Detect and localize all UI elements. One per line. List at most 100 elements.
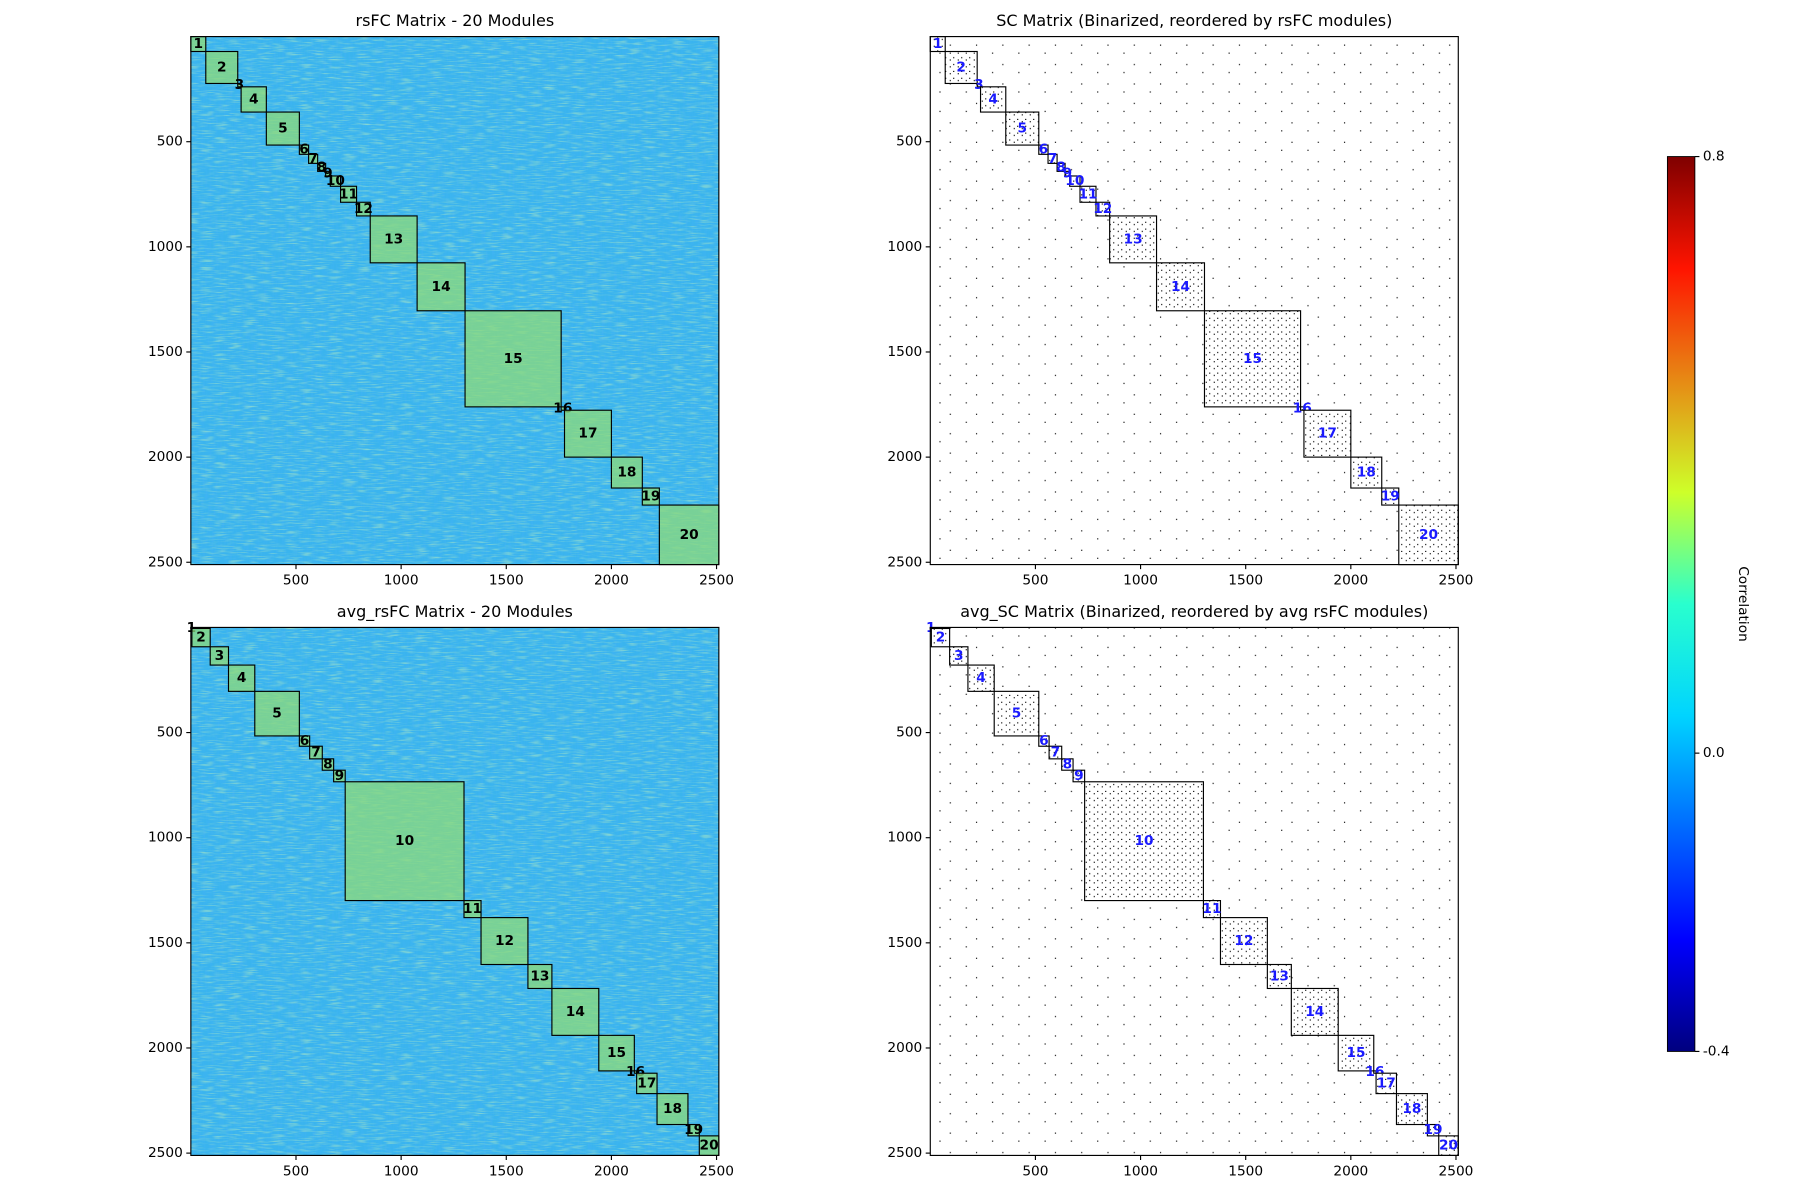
module-label: 3 xyxy=(215,648,225,664)
y-tick-label: 2000 xyxy=(148,1040,183,1056)
module-texture xyxy=(967,665,995,692)
module-label: 10 xyxy=(1134,833,1153,849)
module-label: 3 xyxy=(235,77,245,93)
module-label: 13 xyxy=(384,231,403,247)
module-block xyxy=(560,406,566,411)
module-label: 3 xyxy=(954,648,964,664)
module-label: 6 xyxy=(300,733,310,749)
module-label: 6 xyxy=(1039,733,1049,749)
module-block xyxy=(227,664,256,692)
y-tick-label: 1500 xyxy=(887,935,922,951)
chart-title: avg_rsFC Matrix - 20 Modules xyxy=(337,602,573,622)
module-label: 14 xyxy=(432,279,451,295)
module-label: 8 xyxy=(1056,159,1066,175)
module-block xyxy=(240,86,267,113)
module-label: 2 xyxy=(936,630,946,646)
x-tick-label: 500 xyxy=(283,1163,309,1179)
module-block xyxy=(633,1070,638,1074)
module-texture xyxy=(994,691,1039,736)
module-texture xyxy=(1156,262,1205,311)
module-label: 4 xyxy=(988,91,998,107)
module-label: 8 xyxy=(323,757,333,773)
module-label: 15 xyxy=(1346,1045,1365,1061)
module-label: 14 xyxy=(566,1004,585,1020)
x-tick-label: 2000 xyxy=(594,573,629,589)
module-label: 12 xyxy=(495,933,514,949)
y-tick-label: 2500 xyxy=(887,554,922,570)
module-label: 7 xyxy=(1048,151,1058,167)
colorbar xyxy=(1666,156,1696,1052)
module-texture xyxy=(1204,310,1301,407)
y-tick-label: 2500 xyxy=(148,1145,183,1161)
x-tick-label: 2500 xyxy=(699,1163,734,1179)
matrix-frame xyxy=(929,626,1459,1156)
module-label: 9 xyxy=(323,166,333,182)
x-tick-label: 1000 xyxy=(1123,1163,1158,1179)
module-label: 8 xyxy=(317,159,327,175)
module-label: 2 xyxy=(956,59,966,75)
module-texture xyxy=(1038,735,1050,747)
module-label: 5 xyxy=(1018,121,1028,137)
x-tick-label: 500 xyxy=(283,573,309,589)
y-tick-label: 2500 xyxy=(148,554,183,570)
module-block xyxy=(610,456,643,489)
module-texture xyxy=(1049,746,1062,759)
x-tick-label: 2500 xyxy=(699,573,734,589)
module-label: 20 xyxy=(1419,527,1438,543)
module-label: 18 xyxy=(1357,465,1376,481)
module-label: 18 xyxy=(617,465,636,481)
module-texture xyxy=(1073,770,1085,782)
module-label: 9 xyxy=(1063,166,1073,182)
module-block xyxy=(254,690,300,737)
module-texture xyxy=(930,36,946,52)
y-tick-label: 1000 xyxy=(887,830,922,846)
module-block xyxy=(308,153,319,164)
module-block xyxy=(687,1123,700,1137)
module-texture xyxy=(1350,457,1382,489)
y-tick-label: 1000 xyxy=(148,830,183,846)
y-tick-label: 1500 xyxy=(148,935,183,951)
x-tick-label: 1500 xyxy=(489,1163,524,1179)
module-label: 18 xyxy=(1402,1101,1421,1117)
module-block xyxy=(598,1034,635,1072)
y-tick-label: 2500 xyxy=(887,1145,922,1161)
colorbar-label: Correlation xyxy=(1735,566,1751,642)
module-block xyxy=(298,144,310,155)
module-texture xyxy=(1080,186,1096,203)
y-tick-label: 1000 xyxy=(887,239,922,255)
module-texture xyxy=(1300,406,1304,411)
module-block xyxy=(551,987,600,1036)
y-tick-label: 1500 xyxy=(148,344,183,360)
module-block xyxy=(317,162,327,172)
y-tick-label: 500 xyxy=(896,725,922,741)
module-block xyxy=(464,310,562,408)
module-label: 6 xyxy=(299,142,309,158)
module-label: 10 xyxy=(395,833,414,849)
module-label: 20 xyxy=(700,1138,719,1154)
module-label: 4 xyxy=(237,670,247,686)
module-block xyxy=(321,758,335,771)
x-tick-label: 2000 xyxy=(1333,573,1368,589)
module-label: 7 xyxy=(1051,745,1061,761)
module-texture xyxy=(1373,1070,1377,1074)
y-tick-label: 500 xyxy=(896,134,922,150)
module-texture xyxy=(1303,410,1351,458)
module-block xyxy=(563,409,612,458)
module-label: 15 xyxy=(1243,351,1262,367)
module-label: 2 xyxy=(196,630,206,646)
x-tick-label: 1000 xyxy=(384,1163,419,1179)
module-label: 11 xyxy=(463,901,482,917)
module-block xyxy=(344,781,465,902)
module-block xyxy=(329,175,342,187)
module-block xyxy=(333,769,346,783)
module-label: 1 xyxy=(194,36,204,52)
module-label: 9 xyxy=(335,768,345,784)
module-block xyxy=(209,646,230,666)
module-block xyxy=(463,900,482,919)
module-label: 17 xyxy=(1377,1075,1396,1091)
chart-title: avg_SC Matrix (Binarized, reordered by a… xyxy=(960,602,1428,622)
module-texture xyxy=(980,86,1006,113)
module-block xyxy=(298,735,311,747)
module-label: 12 xyxy=(1093,201,1112,217)
